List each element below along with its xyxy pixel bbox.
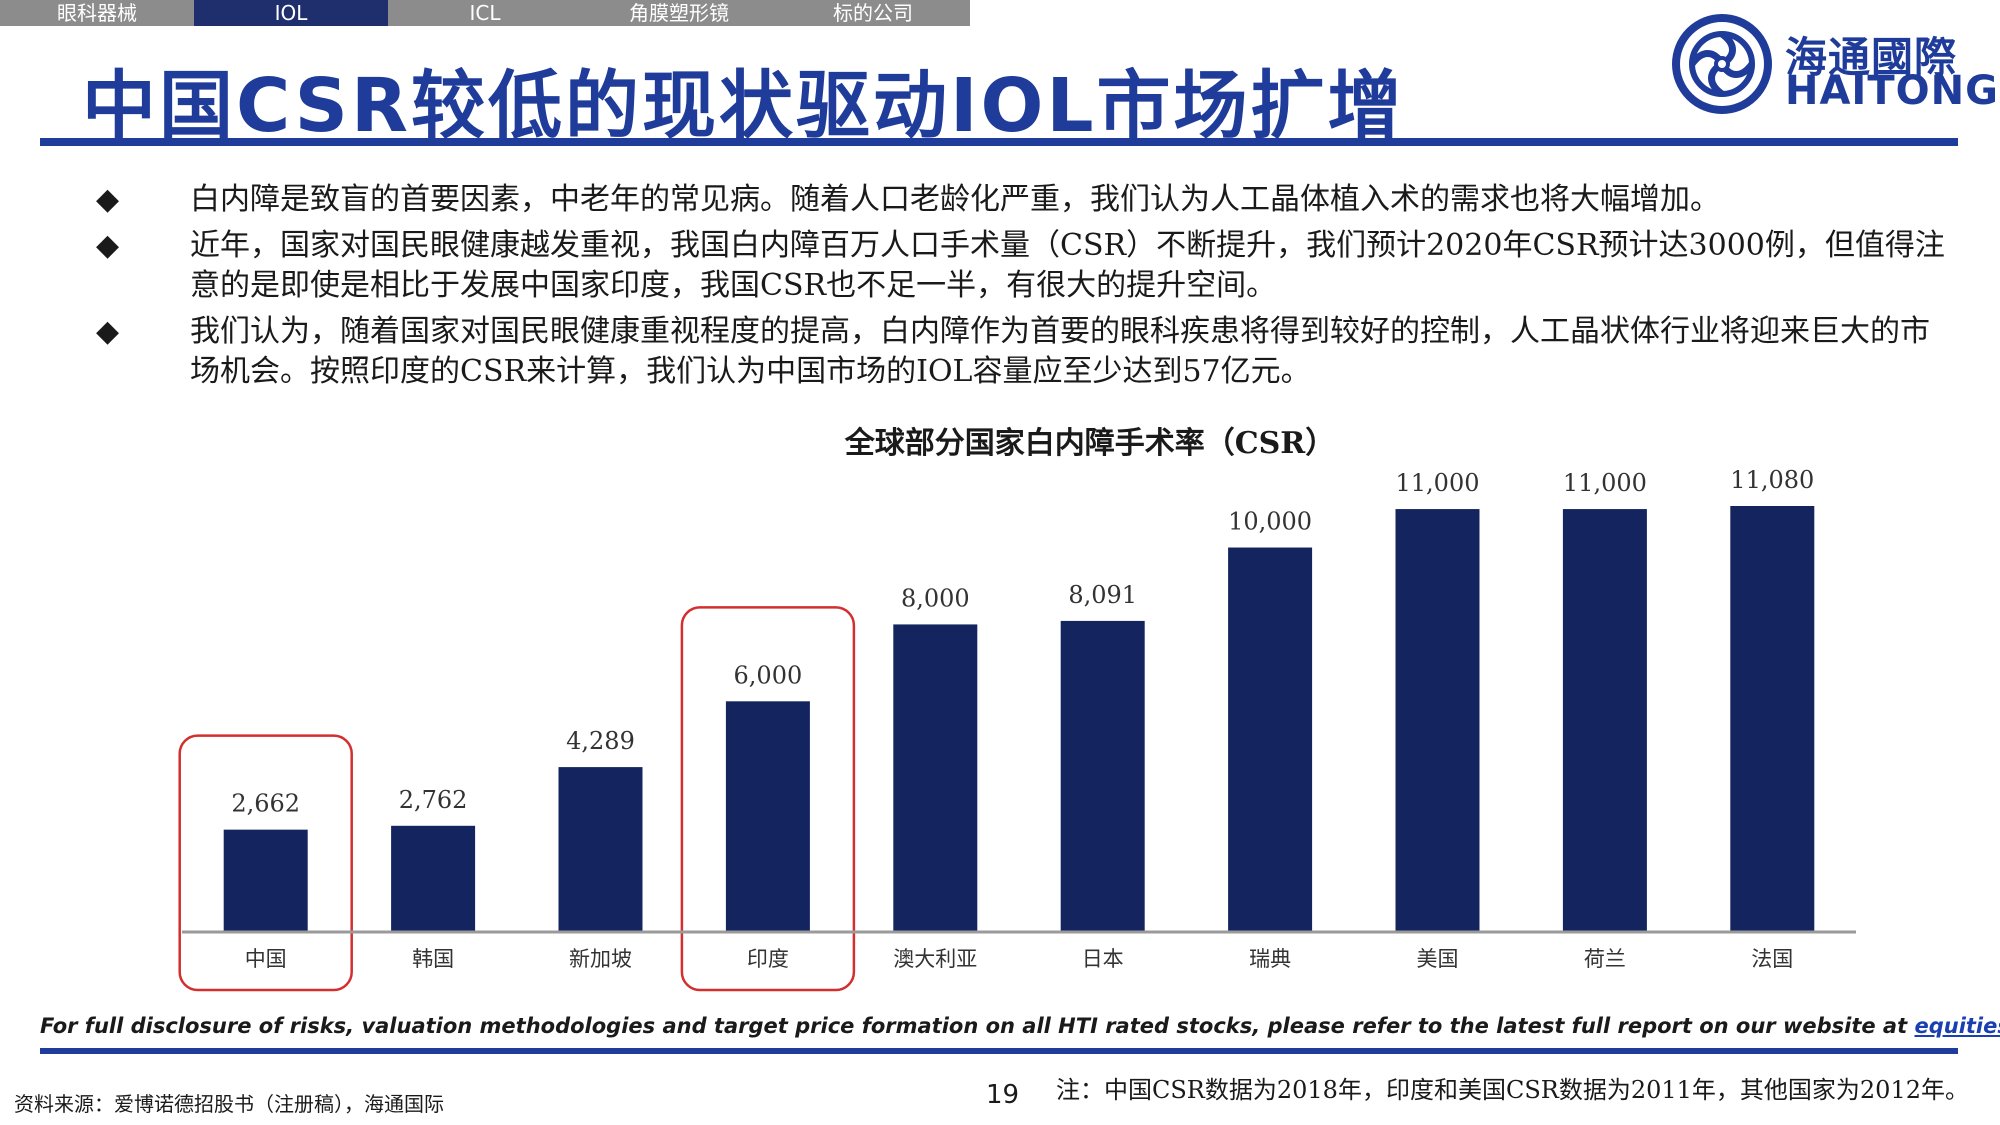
header-divider — [40, 138, 1958, 146]
diamond-bullet-icon: ◆ — [96, 314, 120, 349]
page-title: 中国CSR较低的现状驱动IOL市场扩增 — [82, 63, 1405, 149]
bar-value-label: 8,000 — [901, 584, 970, 612]
bullet-item: ◆ 白内障是致盲的首要因素，中老年的常见病。随着人口老龄化严重，我们认为人工晶体… — [96, 180, 1956, 220]
chart-bar — [558, 767, 643, 932]
tab-iol[interactable]: IOL — [194, 0, 388, 26]
footnote: 注：中国CSR数据为2018年，印度和美国CSR数据为2011年，其他国家为20… — [1056, 1076, 1969, 1104]
source-text: 资料来源：爱博诺德招股书（注册稿），海通国际 — [14, 1092, 444, 1116]
tab-ortho-k[interactable]: 角膜塑形镜 — [582, 0, 776, 26]
bullet-list: ◆ 白内障是致盲的首要因素，中老年的常见病。随着人口老龄化严重，我们认为人工晶体… — [96, 180, 1956, 398]
bar-value-label: 6,000 — [734, 661, 803, 689]
page-number: 19 — [986, 1080, 1020, 1110]
tab-target-company[interactable]: 标的公司 — [776, 0, 970, 26]
tab-icl[interactable]: ICL — [388, 0, 582, 26]
chart-bar — [1060, 620, 1145, 932]
x-tick-label: 法国 — [1751, 947, 1793, 971]
tab-eye-devices[interactable]: 眼科器械 — [0, 0, 194, 26]
bar-value-label: 2,662 — [231, 790, 300, 818]
chart-bar — [725, 701, 810, 932]
website-link[interactable]: equities.htisec.com — [1914, 1014, 2000, 1038]
chart-bar — [1228, 547, 1313, 932]
bar-value-label: 4,289 — [566, 727, 635, 755]
highlight-box — [178, 734, 353, 992]
chart-bar — [1562, 509, 1647, 932]
x-tick-label: 印度 — [747, 947, 789, 971]
x-tick-label: 新加坡 — [569, 947, 632, 971]
x-tick-label: 中国 — [245, 947, 287, 971]
chart-title: 全球部分国家白内障手术率（CSR） — [844, 426, 1336, 461]
bar-value-label: 11,000 — [1563, 469, 1647, 497]
disclosure-text: For full disclosure of risks, valuation … — [40, 1014, 2000, 1038]
x-tick-label: 荷兰 — [1584, 947, 1626, 971]
x-tick-label: 瑞典 — [1249, 947, 1291, 971]
disclosure-body: For full disclosure of risks, valuation … — [40, 1014, 1915, 1038]
bullet-text: 白内障是致盲的首要因素，中老年的常见病。随着人口老龄化严重，我们认为人工晶体植入… — [190, 182, 1720, 217]
top-nav: 眼科器械 IOL ICL 角膜塑形镜 标的公司 — [0, 0, 970, 26]
bullet-text: 我们认为，随着国家对国民眼健康重视程度的提高，白内障作为首要的眼科疾患将得到较好… — [190, 314, 1930, 389]
x-tick-label: 美国 — [1417, 947, 1459, 971]
chart-bar — [1730, 506, 1815, 932]
haitong-emblem-icon — [1672, 14, 1772, 114]
logo-cn-text: 海通國際 — [1785, 33, 1958, 82]
diamond-bullet-icon: ◆ — [96, 182, 120, 217]
bar-value-label: 11,080 — [1730, 466, 1814, 494]
highlight-box — [680, 606, 856, 992]
footer-divider — [40, 1048, 1958, 1054]
bullet-text: 近年，国家对国民眼健康越发重视，我国白内障百万人口手术量（CSR）不断提升，我们… — [190, 228, 1945, 303]
chart-bar — [1395, 509, 1480, 932]
bar-value-label: 10,000 — [1228, 508, 1312, 536]
diamond-bullet-icon: ◆ — [96, 228, 120, 263]
logo-en-text: HAITONG — [1785, 68, 1999, 114]
x-tick-label: 韩国 — [412, 947, 454, 971]
bar-value-label: 11,000 — [1396, 469, 1480, 497]
x-tick-label: 日本 — [1082, 947, 1124, 971]
chart-bar — [893, 624, 978, 932]
chart-bar — [391, 825, 476, 932]
chart-bar — [223, 829, 308, 932]
x-tick-label: 澳大利亚 — [893, 947, 977, 971]
csr-bar-chart: 2,662 中国 2,762 韩国 4,289 新加坡 6,000 印度 8,000 澳大利亚 8,… — [178, 466, 1856, 992]
bar-value-label: 2,762 — [399, 786, 468, 814]
bullet-item: ◆ 近年，国家对国民眼健康越发重视，我国白内障百万人口手术量（CSR）不断提升，… — [96, 226, 1956, 306]
haitong-logo: 海通國際 HAITONG — [1670, 14, 1998, 114]
bullet-item: ◆ 我们认为，随着国家对国民眼健康重视程度的提高，白内障作为首要的眼科疾患将得到… — [96, 312, 1956, 392]
bar-value-label: 8,091 — [1068, 581, 1137, 609]
